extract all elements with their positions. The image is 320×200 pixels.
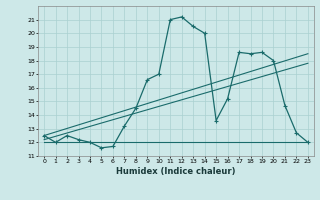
X-axis label: Humidex (Indice chaleur): Humidex (Indice chaleur)	[116, 167, 236, 176]
